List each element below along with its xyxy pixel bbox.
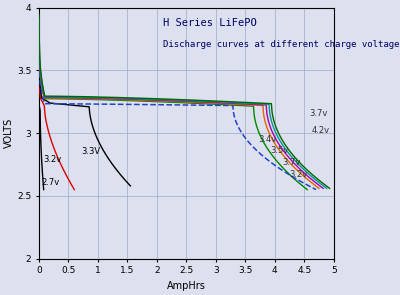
Text: 3.2v: 3.2v [44, 155, 62, 164]
Text: H Series LiFePO: H Series LiFePO [163, 18, 256, 28]
Text: 3.3V: 3.3V [82, 148, 100, 156]
Text: 3.2v: 3.2v [290, 170, 308, 179]
Text: 3.7v: 3.7v [309, 109, 327, 118]
Text: 3.4v: 3.4v [258, 135, 276, 144]
Text: 4.2v: 4.2v [311, 126, 330, 135]
Text: 3.5v: 3.5v [270, 146, 288, 155]
Y-axis label: VOLTS: VOLTS [4, 118, 14, 148]
Text: 2.7v: 2.7v [41, 178, 60, 187]
Text: 3.7v: 3.7v [282, 158, 300, 166]
X-axis label: AmpHrs: AmpHrs [167, 281, 206, 291]
Text: Discharge curves at different charge voltages: Discharge curves at different charge vol… [163, 40, 400, 49]
